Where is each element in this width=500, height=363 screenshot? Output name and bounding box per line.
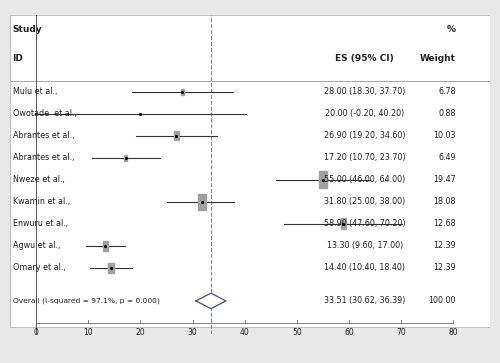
Text: 70: 70 bbox=[396, 329, 406, 338]
Text: 50: 50 bbox=[292, 329, 302, 338]
Text: Abrantes et al.,: Abrantes et al., bbox=[12, 153, 74, 162]
Text: 0: 0 bbox=[34, 329, 38, 338]
Bar bbox=[108, 262, 114, 273]
Text: 17.20 (10.70, 23.70): 17.20 (10.70, 23.70) bbox=[324, 153, 406, 162]
Text: 60: 60 bbox=[344, 329, 354, 338]
Bar bbox=[102, 241, 108, 251]
Bar bbox=[318, 171, 328, 188]
Text: Weight: Weight bbox=[420, 54, 456, 63]
Text: 30: 30 bbox=[188, 329, 198, 338]
Text: Enwuru et al.,: Enwuru et al., bbox=[12, 219, 68, 228]
Text: 12.68: 12.68 bbox=[434, 219, 456, 228]
Bar bbox=[340, 219, 346, 229]
Polygon shape bbox=[196, 293, 226, 309]
Text: 12.39: 12.39 bbox=[434, 264, 456, 272]
Bar bbox=[180, 89, 184, 94]
Text: 20.00 (-0.20, 40.20): 20.00 (-0.20, 40.20) bbox=[325, 109, 404, 118]
Text: 80: 80 bbox=[448, 329, 458, 338]
Text: 14.40 (10.40, 18.40): 14.40 (10.40, 18.40) bbox=[324, 264, 406, 272]
Text: 6.49: 6.49 bbox=[438, 153, 456, 162]
Text: 18.08: 18.08 bbox=[434, 197, 456, 206]
FancyBboxPatch shape bbox=[10, 81, 490, 327]
Text: 55.00 (46.00, 64.00): 55.00 (46.00, 64.00) bbox=[324, 175, 406, 184]
Text: 12.39: 12.39 bbox=[434, 241, 456, 250]
Text: ES (95% CI): ES (95% CI) bbox=[336, 54, 394, 63]
Text: 0.88: 0.88 bbox=[438, 109, 456, 118]
Text: Study: Study bbox=[12, 25, 42, 34]
Text: %: % bbox=[447, 25, 456, 34]
Bar bbox=[124, 155, 128, 160]
Text: 19.47: 19.47 bbox=[434, 175, 456, 184]
Text: 28.00 (18.30, 37.70): 28.00 (18.30, 37.70) bbox=[324, 87, 406, 96]
Text: Mulu et al.,: Mulu et al., bbox=[12, 87, 57, 96]
Text: Overall (I-squared = 97.1%, p = 0.000): Overall (I-squared = 97.1%, p = 0.000) bbox=[12, 298, 160, 304]
Text: Owotade  et al.,: Owotade et al., bbox=[12, 109, 76, 118]
Bar bbox=[198, 194, 206, 209]
Text: 13.30 (9.60, 17.00): 13.30 (9.60, 17.00) bbox=[326, 241, 403, 250]
FancyBboxPatch shape bbox=[10, 15, 490, 81]
Text: 58.90 (47.60, 70.20): 58.90 (47.60, 70.20) bbox=[324, 219, 406, 228]
Text: 20: 20 bbox=[136, 329, 145, 338]
Text: Agwu et al.,: Agwu et al., bbox=[12, 241, 60, 250]
Text: 100.00: 100.00 bbox=[428, 297, 456, 305]
Text: Kwamin et al.,: Kwamin et al., bbox=[12, 197, 70, 206]
Text: 6.78: 6.78 bbox=[438, 87, 456, 96]
Text: 26.90 (19.20, 34.60): 26.90 (19.20, 34.60) bbox=[324, 131, 406, 140]
Text: Omary et al.,: Omary et al., bbox=[12, 264, 66, 272]
Text: 10: 10 bbox=[84, 329, 93, 338]
Text: ID: ID bbox=[12, 54, 24, 63]
Text: 10.03: 10.03 bbox=[434, 131, 456, 140]
Text: 33.51 (30.62, 36.39): 33.51 (30.62, 36.39) bbox=[324, 297, 406, 305]
Text: 40: 40 bbox=[240, 329, 250, 338]
Text: Abrantes et al.,: Abrantes et al., bbox=[12, 131, 74, 140]
Text: 31.80 (25.00, 38.00): 31.80 (25.00, 38.00) bbox=[324, 197, 406, 206]
Bar bbox=[174, 131, 178, 140]
Text: Nweze et al.,: Nweze et al., bbox=[12, 175, 64, 184]
